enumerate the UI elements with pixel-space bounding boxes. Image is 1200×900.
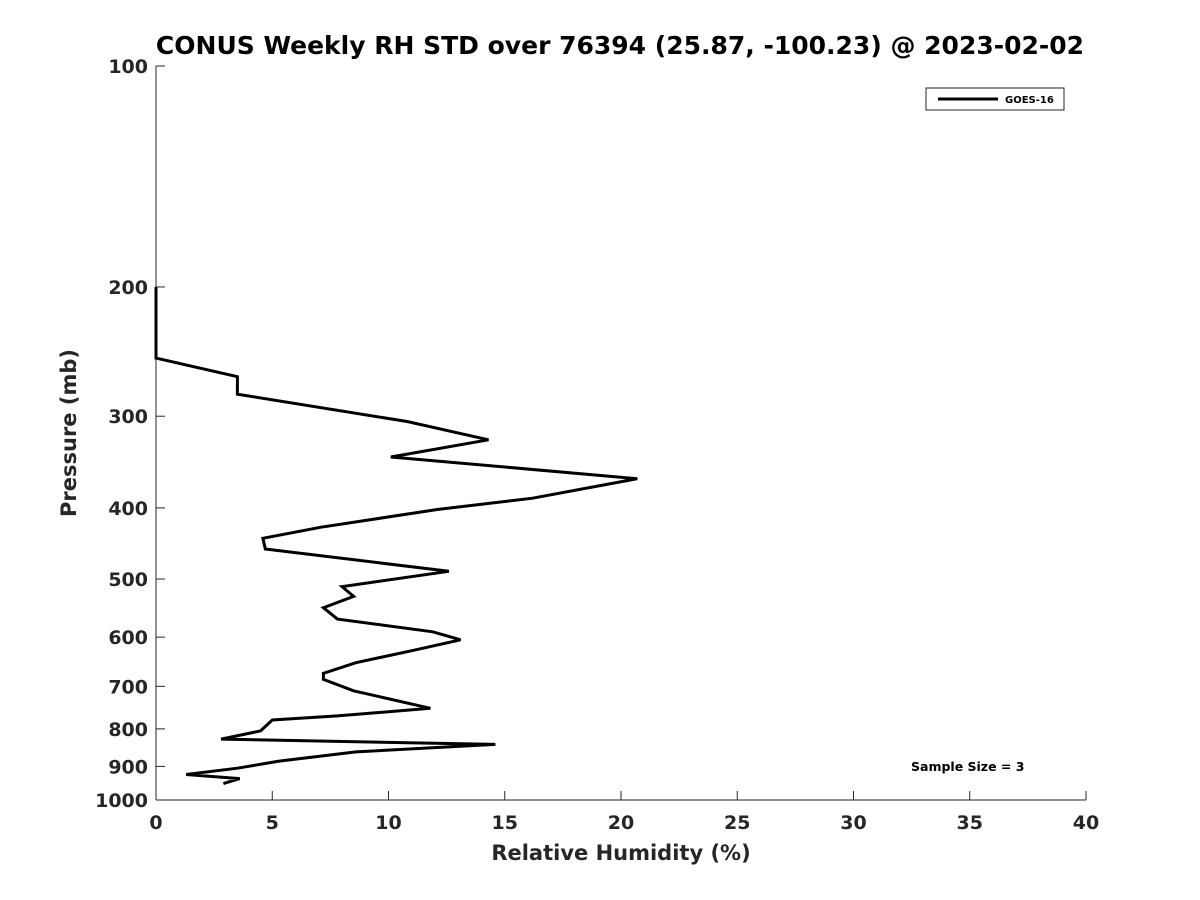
x-tick-label: 40 bbox=[1073, 812, 1099, 834]
x-tick-label: 20 bbox=[608, 812, 634, 834]
x-ticks: 0 5 10 15 20 25 30 35 40 bbox=[149, 791, 1099, 834]
x-tick-label: 35 bbox=[957, 812, 983, 834]
series-line-goes-16 bbox=[154, 287, 638, 786]
y-axis-label: Pressure (mb) bbox=[57, 349, 81, 517]
y-tick-label: 300 bbox=[108, 406, 148, 428]
plot-axes bbox=[155, 66, 1086, 801]
y-tick-label: 500 bbox=[108, 569, 148, 591]
x-tick-label: 15 bbox=[492, 812, 518, 834]
y-tick-label: 200 bbox=[108, 277, 148, 299]
sample-size-annotation: Sample Size = 3 bbox=[911, 759, 1024, 774]
legend: GOES-16 bbox=[925, 87, 1065, 111]
y-ticks: 100 200 300 400 500 600 700 800 900 1000 bbox=[95, 56, 165, 812]
x-tick-label: 10 bbox=[375, 812, 401, 834]
x-axis-label: Relative Humidity (%) bbox=[491, 841, 750, 865]
y-tick-label: 800 bbox=[108, 719, 148, 741]
x-tick-label: 5 bbox=[266, 812, 279, 834]
y-tick-label: 600 bbox=[108, 627, 148, 649]
x-tick-label: 0 bbox=[149, 812, 162, 834]
x-tick-label: 25 bbox=[724, 812, 750, 834]
series-layer bbox=[154, 287, 638, 786]
x-tick-label: 30 bbox=[840, 812, 866, 834]
y-tick-label: 700 bbox=[108, 676, 148, 698]
y-tick-label: 400 bbox=[108, 498, 148, 520]
y-tick-label: 100 bbox=[108, 56, 148, 78]
y-tick-label: 1000 bbox=[95, 790, 148, 812]
chart-title: CONUS Weekly RH STD over 76394 (25.87, -… bbox=[156, 31, 1084, 60]
legend-label-goes-16: GOES-16 bbox=[1005, 95, 1054, 106]
y-tick-label: 900 bbox=[108, 756, 148, 778]
